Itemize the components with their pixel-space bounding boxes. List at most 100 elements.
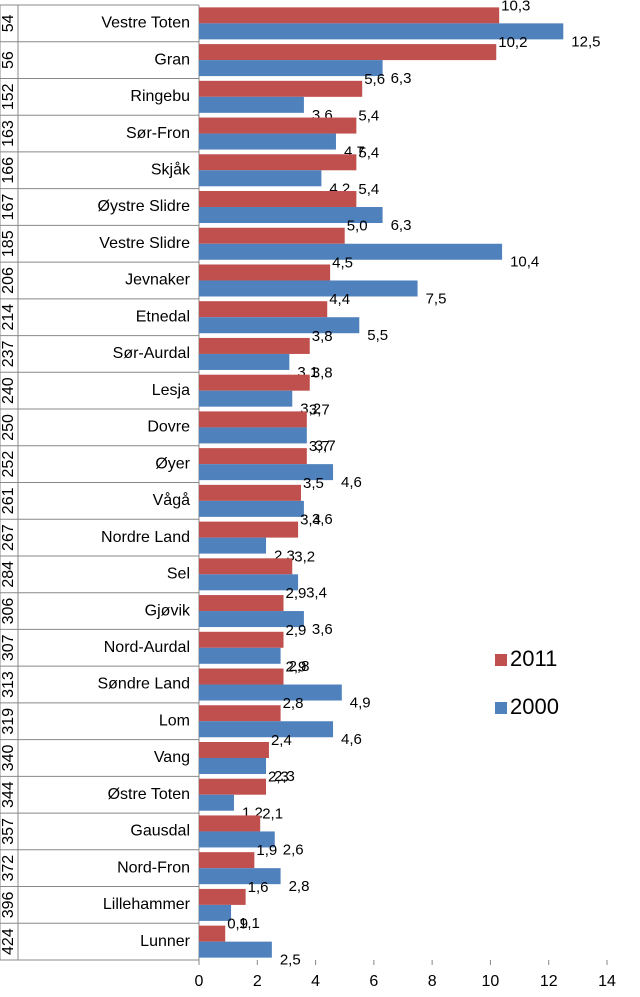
value-label: 2,5 — [280, 952, 301, 969]
category-label: Sel — [167, 566, 190, 583]
bar — [199, 925, 226, 942]
rank-label: 261 — [0, 487, 17, 514]
value-label: 12,5 — [571, 33, 600, 50]
rank-label: 167 — [0, 194, 17, 221]
value-label: 2,8 — [283, 695, 304, 712]
legend-label: 2000 — [510, 694, 559, 719]
rank-label: 306 — [0, 598, 17, 625]
legend-label: 2011 — [510, 646, 557, 671]
bar — [199, 794, 234, 811]
value-label: 7,5 — [426, 290, 447, 307]
value-label: 3,4 — [300, 512, 321, 529]
x-tick-label: 10 — [482, 973, 500, 990]
category-label: Dovre — [147, 419, 190, 436]
rank-label: 372 — [0, 855, 17, 882]
category-label: Lesja — [152, 382, 190, 399]
bar — [199, 484, 301, 501]
bar — [199, 191, 357, 208]
value-label: 6,3 — [391, 217, 412, 234]
bar — [199, 411, 307, 428]
rank-label: 163 — [0, 120, 17, 147]
value-label: 10,3 — [501, 0, 530, 14]
bar — [199, 170, 322, 187]
category-label: Vang — [154, 749, 190, 766]
bar — [199, 390, 293, 407]
value-label: 2,1 — [262, 805, 283, 822]
bar — [199, 537, 267, 554]
category-label: Nord-Aurdal — [104, 639, 190, 656]
bar — [199, 558, 293, 575]
value-label: 2,8 — [289, 878, 310, 895]
bar — [199, 448, 307, 465]
bar — [199, 353, 290, 370]
category-label: Øyer — [155, 455, 190, 472]
bar — [199, 7, 500, 24]
value-label: 5,5 — [367, 327, 388, 344]
bar — [199, 631, 284, 648]
category-label: Skjåk — [151, 161, 191, 179]
bar — [199, 721, 334, 738]
value-label: 10,2 — [498, 34, 527, 51]
category-label: Gjøvik — [145, 602, 191, 619]
category-label: Øystre Slidre — [98, 198, 191, 215]
value-label: 3,6 — [312, 511, 333, 528]
value-label: 3,2 — [294, 548, 315, 565]
bar — [199, 778, 267, 795]
bar — [199, 815, 261, 832]
bar — [199, 280, 418, 297]
bar — [199, 207, 383, 224]
bar — [199, 741, 269, 758]
value-label: 2,8 — [289, 658, 310, 675]
rank-label: 340 — [0, 745, 17, 772]
bar — [199, 941, 272, 958]
x-tick-label: 4 — [311, 973, 320, 990]
rank-label: 56 — [0, 51, 17, 69]
x-tick-label: 2 — [253, 973, 262, 990]
category-label: Etnedal — [136, 308, 190, 325]
bar — [199, 60, 383, 77]
bar — [199, 374, 310, 391]
value-label: 2,3 — [274, 768, 295, 785]
bar — [199, 888, 246, 905]
value-label: 3,7 — [309, 438, 330, 455]
bar — [199, 668, 284, 685]
rank-label: 424 — [0, 928, 17, 955]
x-tick-label: 12 — [540, 973, 558, 990]
bar — [199, 117, 357, 134]
bar — [199, 317, 360, 334]
category-label: Vestre Toten — [101, 15, 190, 32]
value-label: 5,0 — [347, 218, 368, 235]
bar — [199, 227, 345, 244]
bar — [199, 96, 304, 113]
category-label: Lom — [159, 712, 190, 729]
value-label: 4,9 — [350, 694, 371, 711]
rank-label: 166 — [0, 157, 17, 184]
x-tick-label: 6 — [369, 973, 378, 990]
rank-label: 152 — [0, 83, 17, 110]
value-label: 6,3 — [391, 70, 412, 87]
value-label: 3,5 — [303, 475, 324, 492]
rank-label: 313 — [0, 671, 17, 698]
value-label: 3,8 — [312, 365, 333, 382]
bar — [199, 464, 334, 481]
bar — [199, 647, 281, 664]
bar — [199, 243, 503, 260]
value-label: 4,6 — [341, 731, 362, 748]
x-tick-label: 8 — [428, 973, 437, 990]
category-label: Østre Toten — [108, 786, 190, 803]
value-label: 2,9 — [286, 658, 307, 675]
value-label: 10,4 — [510, 254, 539, 271]
legend-swatch — [495, 702, 507, 714]
rank-label: 252 — [0, 451, 17, 478]
value-label: 2,9 — [286, 622, 307, 639]
category-label: Ringebu — [130, 88, 190, 105]
rank-label: 267 — [0, 524, 17, 551]
bar — [199, 611, 304, 628]
bar — [199, 23, 564, 40]
bar — [199, 757, 267, 774]
value-label: 3,7 — [315, 437, 336, 454]
value-label: 3,8 — [312, 328, 333, 345]
bar — [199, 133, 336, 150]
value-label: 2,3 — [268, 769, 289, 786]
